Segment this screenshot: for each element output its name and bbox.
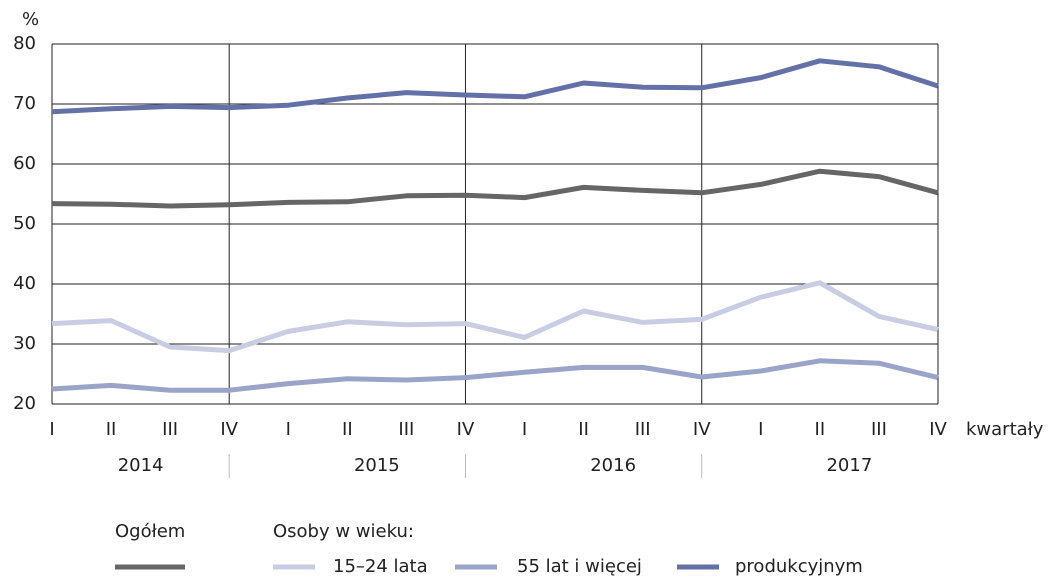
legend-group-label: Osoby w wieku: (273, 521, 414, 542)
legend-label: Ogółem (115, 521, 185, 542)
x-tick-label: II (342, 419, 353, 440)
series-line (51, 280, 939, 354)
legend-label: 55 lat i więcej (517, 556, 642, 577)
y-tick-label: 40 (13, 273, 36, 294)
x-tick-label: I (522, 419, 527, 440)
x-axis-label: kwartały (966, 419, 1044, 440)
x-tick-label: III (162, 419, 178, 440)
x-tick-label: IV (220, 419, 238, 440)
y-tick-label: 20 (13, 393, 36, 414)
y-tick-label: 80 (13, 33, 36, 54)
x-tick-label: II (815, 419, 826, 440)
x-tick-label: IV (693, 419, 711, 440)
series-line (51, 58, 939, 115)
x-tick-label: III (871, 419, 887, 440)
x-tick-label: II (578, 419, 589, 440)
series-line (51, 168, 939, 209)
y-unit: % (22, 9, 39, 30)
x-tick-label: III (398, 419, 414, 440)
series-line (51, 358, 939, 393)
y-tick-label: 70 (13, 93, 36, 114)
year-label: 2016 (590, 455, 636, 476)
y-tick-label: 50 (13, 213, 36, 234)
x-tick-label: I (49, 419, 54, 440)
x-tick-label: I (758, 419, 763, 440)
x-tick-label: III (635, 419, 651, 440)
x-tick-label: IV (929, 419, 947, 440)
x-tick-label: II (106, 419, 117, 440)
year-label: 2015 (354, 455, 400, 476)
y-tick-label: 60 (13, 153, 36, 174)
x-tick-label: IV (457, 419, 475, 440)
legend-label: 15–24 lata (333, 556, 428, 577)
year-label: 2014 (118, 455, 164, 476)
x-tick-label: I (286, 419, 291, 440)
legend-label: produkcyjnym (735, 556, 863, 577)
year-label: 2017 (826, 455, 872, 476)
y-tick-label: 30 (13, 333, 36, 354)
